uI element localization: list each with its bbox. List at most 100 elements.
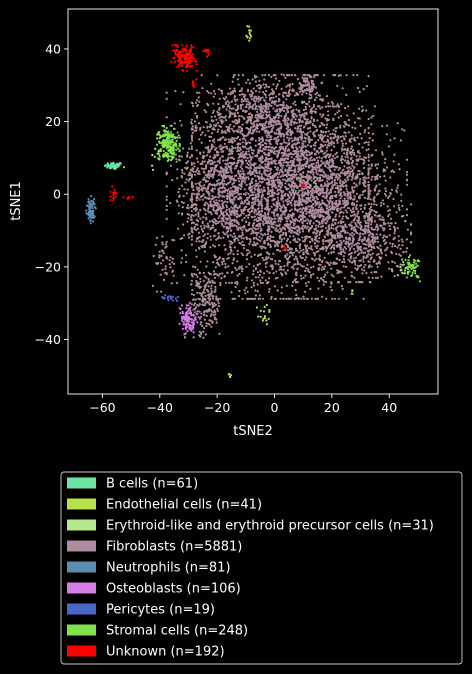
scatter-point (287, 249, 290, 252)
scatter-point (382, 218, 385, 221)
scatter-point (182, 195, 185, 198)
scatter-point (314, 180, 317, 183)
scatter-point (308, 209, 311, 212)
scatter-point (209, 211, 212, 214)
scatter-point (258, 191, 261, 194)
scatter-point (218, 187, 221, 190)
scatter-point (243, 173, 246, 176)
scatter-point (279, 250, 282, 253)
scatter-point (186, 166, 189, 169)
scatter-point (218, 114, 221, 117)
scatter-point (216, 182, 219, 185)
scatter-point (282, 203, 285, 206)
scatter-point (255, 169, 258, 172)
scatter-point (268, 217, 271, 221)
scatter-point (193, 162, 196, 165)
scatter-point (261, 297, 264, 300)
scatter-point (262, 246, 266, 249)
scatter-point (263, 148, 266, 151)
scatter-point (353, 195, 356, 198)
scatter-point (326, 166, 329, 169)
scatter-point (301, 191, 304, 194)
scatter-point (297, 208, 300, 211)
scatter-point (190, 293, 193, 296)
scatter-point (361, 146, 364, 149)
scatter-point (280, 272, 283, 275)
scatter-point (286, 217, 289, 220)
scatter-point (322, 170, 325, 173)
scatter-point (353, 136, 356, 139)
scatter-point (220, 199, 223, 202)
scatter-point (246, 90, 249, 93)
scatter-point (285, 175, 289, 178)
scatter-point (222, 120, 225, 123)
scatter-point (361, 281, 364, 284)
scatter-point (305, 227, 308, 230)
scatter-point (209, 159, 212, 162)
scatter-point (311, 257, 314, 261)
scatter-point (245, 236, 248, 239)
scatter-point (247, 214, 250, 217)
scatter-point (197, 96, 200, 99)
scatter-point (367, 171, 370, 174)
scatter-point (322, 140, 325, 143)
scatter-point (330, 164, 333, 167)
scatter-point (216, 130, 219, 133)
scatter-point (200, 228, 204, 231)
scatter-point (326, 146, 329, 149)
scatter-point (253, 191, 256, 194)
scatter-point (328, 201, 331, 204)
scatter-point (241, 145, 244, 148)
scatter-point (367, 153, 370, 156)
scatter-point (267, 230, 270, 233)
scatter-point (240, 209, 243, 213)
scatter-point (292, 235, 295, 238)
scatter-point (370, 248, 373, 251)
scatter-point (306, 201, 309, 204)
scatter-point (365, 141, 368, 144)
scatter-point (297, 201, 300, 205)
scatter-point (306, 225, 309, 228)
scatter-point (257, 203, 260, 206)
scatter-point (350, 170, 354, 173)
scatter-point (192, 221, 195, 224)
scatter-point (333, 136, 336, 139)
scatter-point (259, 262, 262, 265)
scatter-point (241, 240, 244, 243)
scatter-point (395, 190, 398, 193)
scatter-point (280, 286, 283, 289)
scatter-point (307, 135, 310, 138)
scatter-point (228, 162, 232, 165)
scatter-point (190, 210, 193, 213)
scatter-point (250, 158, 253, 161)
scatter-point (238, 241, 241, 244)
scatter-point (307, 270, 310, 273)
scatter-point (320, 225, 323, 228)
scatter-point (334, 190, 337, 193)
scatter-point (210, 145, 213, 148)
scatter-point (226, 167, 229, 170)
scatter-point (302, 297, 306, 300)
scatter-point (186, 204, 190, 207)
scatter-point (367, 75, 370, 78)
scatter-point (304, 209, 307, 212)
scatter-point (298, 227, 301, 230)
scatter-point (301, 142, 304, 145)
scatter-point (220, 217, 223, 220)
scatter-point (393, 153, 396, 156)
scatter-point (248, 251, 251, 254)
scatter-point (240, 182, 243, 186)
scatter-point (334, 153, 337, 156)
scatter-point (369, 205, 373, 209)
scatter-point (220, 219, 223, 222)
scatter-point (202, 154, 205, 157)
scatter-point (229, 225, 232, 228)
scatter-point (305, 149, 308, 152)
scatter-point (257, 182, 260, 185)
scatter-point (257, 216, 261, 220)
scatter-point (343, 152, 346, 155)
scatter-point (288, 164, 291, 167)
scatter-point (364, 203, 367, 207)
scatter-point (230, 281, 233, 284)
scatter-point (288, 251, 291, 254)
